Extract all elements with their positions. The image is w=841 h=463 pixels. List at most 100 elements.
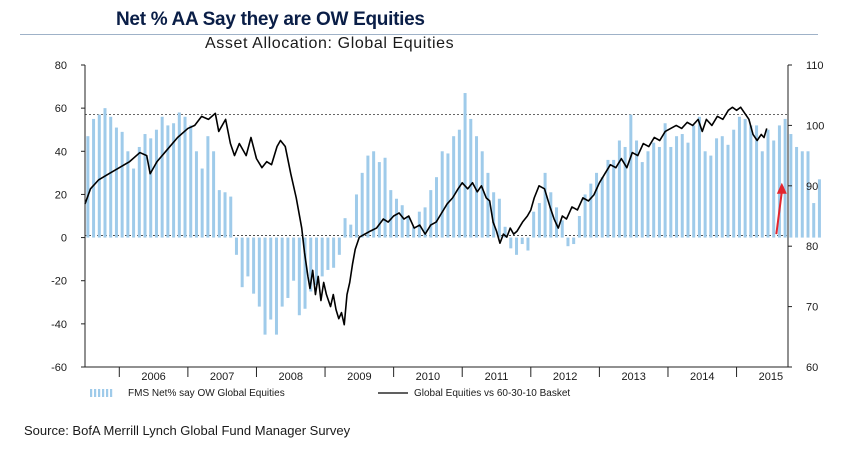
bar bbox=[263, 237, 267, 335]
annotation-arrow-head bbox=[776, 182, 787, 194]
bar bbox=[640, 162, 644, 238]
bar bbox=[149, 138, 153, 238]
title-divider bbox=[20, 34, 818, 35]
bar bbox=[354, 194, 358, 238]
bar bbox=[132, 168, 136, 238]
bar bbox=[492, 192, 496, 238]
bar bbox=[126, 151, 130, 238]
bar bbox=[194, 151, 198, 238]
bar bbox=[452, 136, 456, 238]
bar bbox=[766, 129, 770, 238]
legend-swatch-bar bbox=[102, 389, 105, 397]
line-series-layer bbox=[84, 106, 768, 326]
bar bbox=[663, 123, 667, 238]
bar bbox=[806, 151, 810, 238]
bar bbox=[760, 151, 764, 238]
bar bbox=[160, 116, 164, 238]
bar bbox=[360, 172, 364, 238]
bar bbox=[280, 237, 284, 307]
bar bbox=[537, 203, 541, 238]
bar bbox=[772, 140, 776, 238]
bar bbox=[817, 179, 821, 238]
bar bbox=[446, 153, 450, 238]
bar bbox=[400, 205, 404, 238]
bar bbox=[229, 196, 233, 238]
source-note: Source: BofA Merrill Lynch Global Fund M… bbox=[24, 423, 351, 438]
x-tick-label: 2007 bbox=[210, 371, 234, 383]
bar bbox=[657, 146, 661, 238]
right-tick-label: 70 bbox=[806, 302, 818, 314]
bar bbox=[212, 151, 216, 238]
chart-title: Net % AA Say they are OW Equities bbox=[116, 9, 425, 30]
bar bbox=[435, 177, 438, 238]
bar bbox=[726, 144, 730, 238]
bar bbox=[183, 116, 187, 238]
chart-subtitle: Asset Allocation: Global Equities bbox=[205, 35, 455, 52]
bar bbox=[217, 190, 221, 238]
legend-line-label: Global Equities vs 60-30-10 Basket bbox=[414, 388, 570, 399]
bar bbox=[469, 118, 473, 238]
bar bbox=[114, 127, 118, 238]
annotation-arrow-shaft bbox=[775, 191, 783, 235]
bar bbox=[612, 159, 616, 238]
bar bbox=[366, 155, 370, 238]
bar bbox=[520, 237, 524, 245]
bar bbox=[377, 162, 381, 238]
bar-series bbox=[86, 93, 821, 335]
bar bbox=[566, 237, 570, 247]
bar bbox=[480, 151, 484, 238]
right-tick-label: 80 bbox=[806, 241, 818, 253]
bar bbox=[252, 237, 256, 294]
bar bbox=[475, 136, 479, 238]
bar bbox=[526, 237, 530, 251]
bar bbox=[572, 237, 576, 245]
bar bbox=[617, 140, 621, 238]
bar bbox=[269, 237, 273, 320]
left-tick-label: -20 bbox=[51, 276, 67, 288]
bar bbox=[423, 207, 427, 238]
x-tick-label: 2012 bbox=[553, 371, 577, 383]
x-tick-label: 2015 bbox=[759, 371, 783, 383]
legend-swatch-bar bbox=[90, 389, 93, 397]
bar bbox=[732, 129, 736, 238]
bar bbox=[623, 146, 627, 238]
bar bbox=[549, 192, 553, 238]
bar bbox=[86, 136, 90, 238]
bar bbox=[680, 134, 684, 238]
bar bbox=[309, 237, 313, 292]
bar bbox=[606, 159, 610, 238]
bar bbox=[172, 123, 176, 238]
left-tick-label: -60 bbox=[51, 362, 67, 374]
left-tick-label: 20 bbox=[55, 189, 67, 201]
left-tick-label: 60 bbox=[55, 103, 67, 115]
bar bbox=[486, 172, 490, 238]
legend-swatch-bar bbox=[94, 389, 97, 397]
bar bbox=[595, 172, 599, 238]
x-tick-label: 2010 bbox=[416, 371, 440, 383]
x-tick-label: 2013 bbox=[621, 371, 645, 383]
bar bbox=[515, 237, 519, 255]
bar bbox=[177, 112, 181, 238]
bar bbox=[240, 237, 244, 288]
legend-swatch-bar bbox=[106, 389, 109, 397]
bar bbox=[109, 116, 113, 238]
bar bbox=[337, 237, 341, 255]
bar bbox=[406, 216, 410, 238]
bar bbox=[349, 224, 353, 238]
bar bbox=[297, 237, 301, 316]
bar bbox=[189, 125, 193, 238]
equity-line bbox=[84, 106, 768, 326]
bar bbox=[675, 136, 679, 238]
bar bbox=[600, 177, 604, 238]
bar bbox=[292, 237, 296, 281]
bar bbox=[777, 125, 781, 238]
bar bbox=[709, 155, 713, 238]
legend-bars-swatch bbox=[90, 389, 113, 397]
right-tick-label: 90 bbox=[806, 181, 818, 193]
bar bbox=[812, 203, 816, 238]
bar bbox=[692, 125, 696, 238]
bar bbox=[635, 140, 639, 238]
bar bbox=[755, 125, 759, 238]
bar bbox=[257, 237, 261, 307]
